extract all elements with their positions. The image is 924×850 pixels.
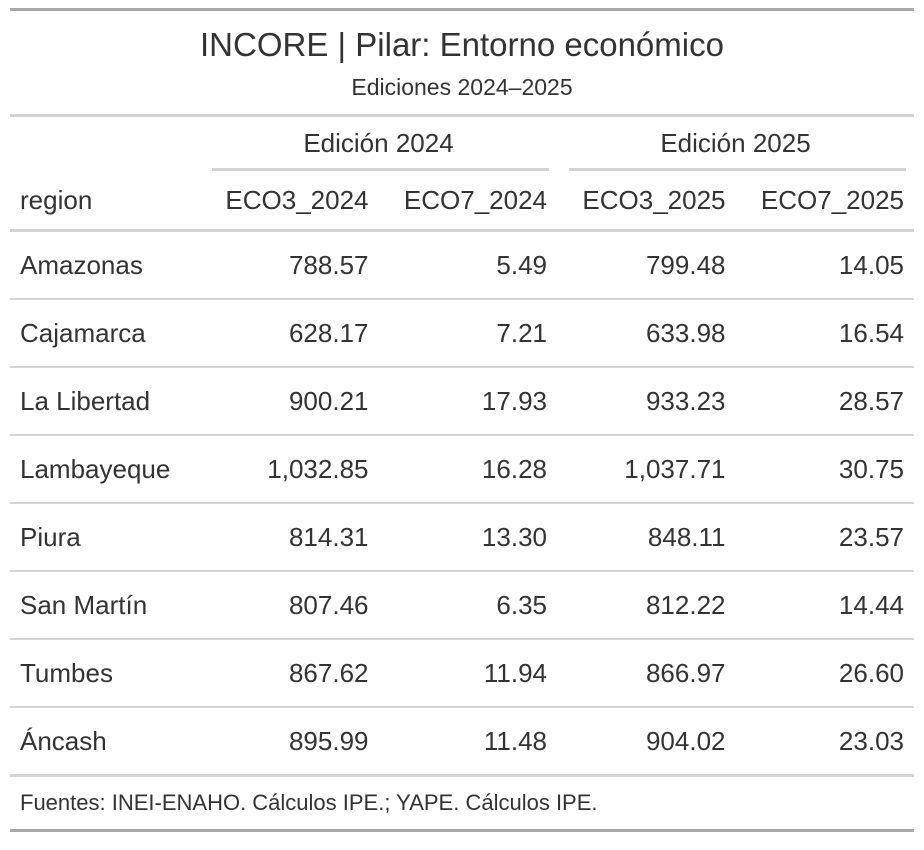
- cell-region: La Libertad: [10, 367, 200, 436]
- spanner-2025: Edición 2025: [557, 117, 914, 171]
- cell-region: Amazonas: [10, 230, 200, 300]
- cell-eco3-2025: 1,037.71: [557, 435, 736, 504]
- cell-eco3-2025: 799.48: [557, 230, 736, 300]
- cell-eco3-2024: 1,032.85: [200, 435, 379, 504]
- spanner-row: Edición 2024 Edición 2025: [10, 117, 914, 171]
- table-body: Amazonas 788.57 5.49 799.48 14.05 Cajama…: [10, 230, 914, 777]
- column-header-eco7-2025: ECO7_2025: [735, 171, 914, 232]
- heading-rule: [10, 114, 914, 117]
- column-header-row: region ECO3_2024 ECO7_2024 ECO3_2025 ECO…: [10, 171, 914, 232]
- spanner-empty: [10, 117, 200, 171]
- cell-region: Áncash: [10, 707, 200, 777]
- cell-eco3-2024: 628.17: [200, 299, 379, 368]
- table-row: Piura 814.31 13.30 848.11 23.57: [10, 503, 914, 572]
- spanner-label: Edición 2024: [303, 128, 454, 158]
- cell-eco3-2024: 895.99: [200, 707, 379, 777]
- cell-eco3-2024: 788.57: [200, 230, 379, 300]
- table-container: INCORE | Pilar: Entorno económico Edicio…: [10, 8, 914, 832]
- cell-eco7-2025: 23.57: [735, 503, 914, 572]
- cell-eco7-2025: 26.60: [735, 639, 914, 708]
- top-rule: [10, 8, 914, 11]
- cell-eco3-2024: 807.46: [200, 571, 379, 640]
- source-note: Fuentes: INEI-ENAHO. Cálculos IPE.; YAPE…: [10, 777, 914, 832]
- cell-eco7-2025: 16.54: [735, 299, 914, 368]
- cell-eco7-2024: 6.35: [378, 571, 557, 640]
- cell-eco7-2024: 17.93: [378, 367, 557, 436]
- cell-eco7-2025: 14.44: [735, 571, 914, 640]
- cell-eco7-2024: 11.48: [378, 707, 557, 777]
- cell-eco7-2024: 11.94: [378, 639, 557, 708]
- table-row: Amazonas 788.57 5.49 799.48 14.05: [10, 230, 914, 300]
- cell-eco7-2024: 13.30: [378, 503, 557, 572]
- cell-eco7-2025: 23.03: [735, 707, 914, 777]
- cell-eco7-2024: 7.21: [378, 299, 557, 368]
- cell-eco3-2024: 867.62: [200, 639, 379, 708]
- column-header-eco3-2024: ECO3_2024: [200, 171, 379, 232]
- table-row: Lambayeque 1,032.85 16.28 1,037.71 30.75: [10, 435, 914, 504]
- table-subtitle: Ediciones 2024–2025: [351, 74, 573, 100]
- cell-eco7-2025: 30.75: [735, 435, 914, 504]
- cell-eco3-2025: 866.97: [557, 639, 736, 708]
- table-row: Cajamarca 628.17 7.21 633.98 16.54: [10, 299, 914, 368]
- data-table: Edición 2024 Edición 2025 region ECO3_20…: [10, 117, 914, 777]
- cell-region: Tumbes: [10, 639, 200, 708]
- cell-eco3-2025: 812.22: [557, 571, 736, 640]
- cell-eco7-2024: 5.49: [378, 230, 557, 300]
- column-header-region: region: [10, 171, 200, 232]
- cell-eco7-2024: 16.28: [378, 435, 557, 504]
- table-row: Tumbes 867.62 11.94 866.97 26.60: [10, 639, 914, 708]
- table-title: INCORE | Pilar: Entorno económico: [200, 26, 724, 63]
- column-header-eco7-2024: ECO7_2024: [378, 171, 557, 232]
- cell-region: Piura: [10, 503, 200, 572]
- cell-region: Lambayeque: [10, 435, 200, 504]
- spanner-line: [569, 168, 906, 171]
- cell-eco7-2025: 28.57: [735, 367, 914, 436]
- cell-region: Cajamarca: [10, 299, 200, 368]
- cell-region: San Martín: [10, 571, 200, 640]
- spanner-label: Edición 2025: [660, 128, 811, 158]
- cell-eco3-2025: 904.02: [557, 707, 736, 777]
- table-row: Áncash 895.99 11.48 904.02 23.03: [10, 707, 914, 777]
- spanner-2024: Edición 2024: [200, 117, 557, 171]
- cell-eco3-2024: 814.31: [200, 503, 379, 572]
- cell-eco3-2025: 633.98: [557, 299, 736, 368]
- table-row: La Libertad 900.21 17.93 933.23 28.57: [10, 367, 914, 436]
- column-header-eco3-2025: ECO3_2025: [557, 171, 736, 232]
- cell-eco3-2025: 933.23: [557, 367, 736, 436]
- cell-eco7-2025: 14.05: [735, 230, 914, 300]
- spanner-line: [212, 168, 549, 171]
- cell-eco3-2024: 900.21: [200, 367, 379, 436]
- cell-eco3-2025: 848.11: [557, 503, 736, 572]
- table-row: San Martín 807.46 6.35 812.22 14.44: [10, 571, 914, 640]
